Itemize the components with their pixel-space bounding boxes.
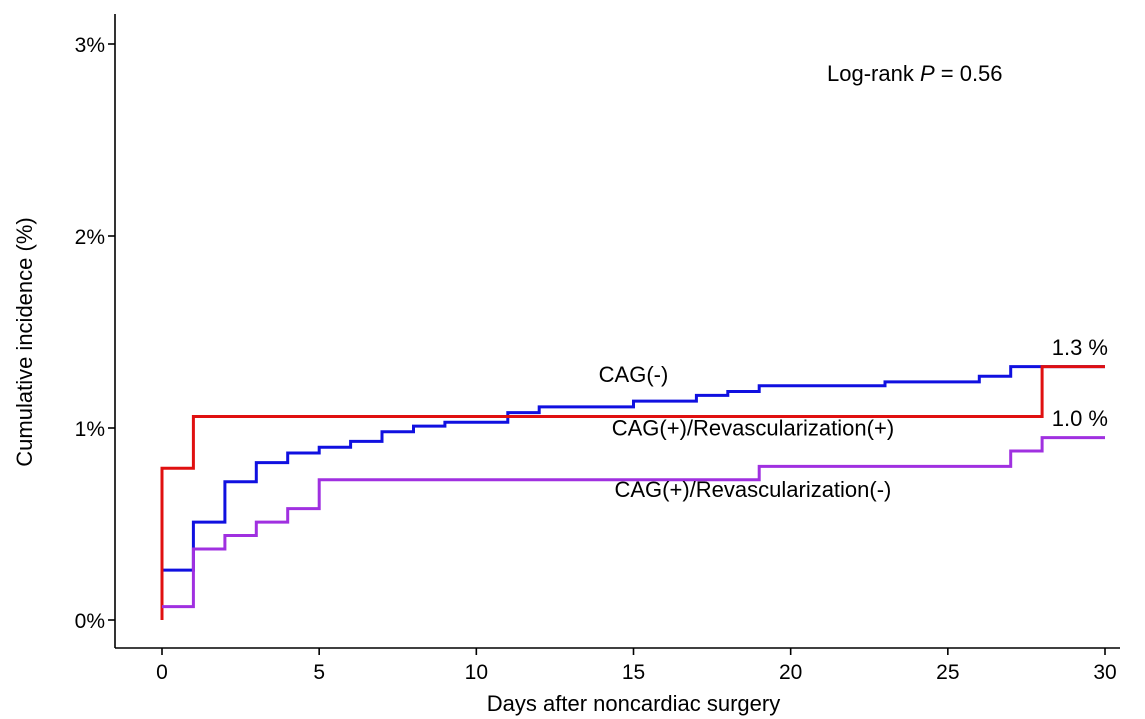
y-tick-label: 2% (75, 226, 105, 249)
series-line-3 (162, 436, 1105, 609)
series-line-1 (160, 365, 1105, 620)
x-tick-label: 5 (313, 661, 325, 684)
x-tick-label: 15 (622, 661, 645, 684)
log-rank-annotation: Log-rank P = 0.56 (827, 61, 1003, 86)
x-tick-label: 10 (465, 661, 488, 684)
log-rank-prefix: Log-rank (827, 61, 920, 86)
x-tick-label: 30 (1093, 661, 1116, 684)
x-axis-title: Days after noncardiac surgery (487, 691, 780, 716)
end-value-label: 1.0 % (1052, 406, 1108, 431)
series-layer (160, 365, 1105, 620)
series-label: CAG(+)/Revascularization(+) (612, 416, 894, 441)
y-tick-label: 1% (75, 418, 105, 441)
y-tick-label: 0% (75, 610, 105, 633)
labels-layer: CAG(-) CAG(+)/Revascularization(+) CAG(+)/… (599, 335, 1108, 502)
x-tick-label: 0 (156, 661, 168, 684)
axes-layer: 0 5 10 15 20 25 30 0% 1% 2% 3% (75, 14, 1120, 684)
log-rank-p: P (920, 61, 935, 86)
y-tick-label: 3% (75, 34, 105, 57)
y-axis-title: Cumulative incidence (%) (12, 217, 37, 466)
series-label: CAG(-) (599, 362, 669, 387)
x-tick-label: 25 (936, 661, 959, 684)
series-line-2 (160, 365, 1105, 620)
x-tick-label: 20 (779, 661, 802, 684)
end-value-label: 1.3 % (1052, 335, 1108, 360)
series-label: CAG(+)/Revascularization(-) (614, 477, 891, 502)
log-rank-value: = 0.56 (935, 61, 1003, 86)
